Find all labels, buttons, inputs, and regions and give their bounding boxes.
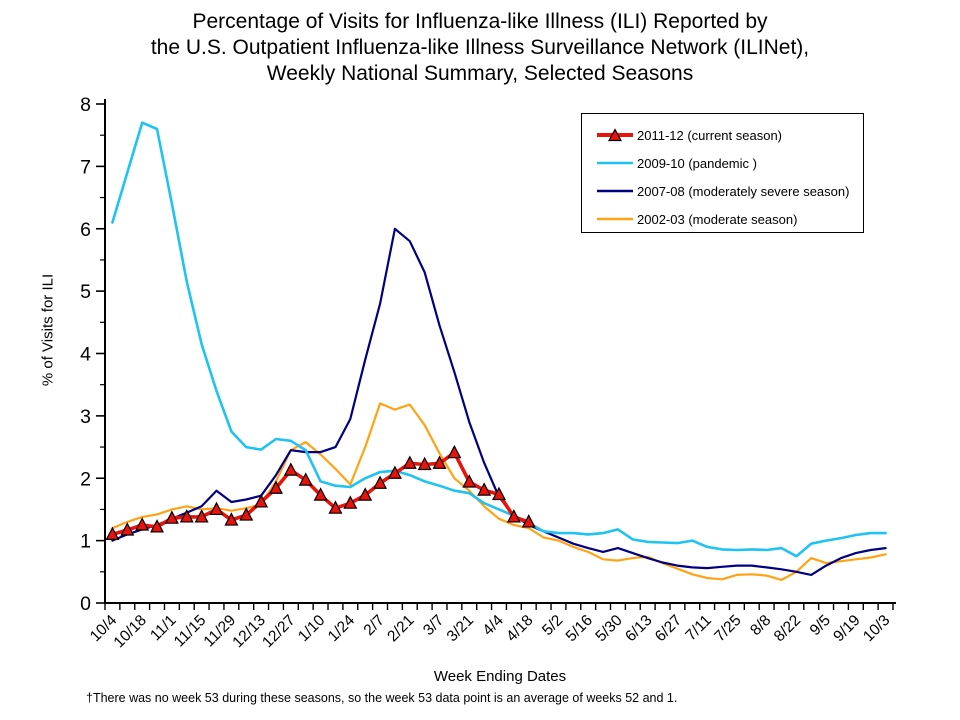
triangle-marker — [179, 509, 194, 523]
legend-item-2011-12: 2011-12 (current season) — [596, 121, 863, 149]
legend-item-2002-03: 2002-03 (moderate season) — [596, 205, 863, 233]
legend-label-2011-12: 2011-12 (current season) — [637, 127, 783, 143]
series-markers-2011-12 — [105, 444, 536, 540]
triangle-marker — [105, 526, 120, 540]
x-tick-label: 1/24 — [325, 612, 359, 646]
legend-label-2002-03: 2002-03 (moderate season) — [637, 211, 798, 227]
x-tick-label: 2/7 — [361, 612, 388, 639]
triangle-marker — [477, 482, 492, 496]
x-tick-label: 6/13 — [622, 612, 655, 645]
triangle-marker — [239, 507, 254, 521]
y-axis-title: % of Visits for ILI — [39, 273, 57, 387]
y-tick-label: 2 — [80, 468, 91, 490]
triangle-marker — [209, 501, 224, 516]
x-tick-label: 5/30 — [592, 612, 626, 646]
triangle-marker — [313, 487, 328, 501]
title-line-1: Percentage of Visits for Influenza-like … — [192, 10, 768, 33]
x-tick-label: 3/21 — [444, 612, 477, 645]
triangle-marker — [387, 465, 402, 479]
legend-marker-2011-12 — [607, 128, 623, 142]
triangle-marker — [343, 495, 358, 509]
triangle-marker — [432, 455, 447, 469]
legend-item-2007-08: 2007-08 (moderately severe season) — [596, 177, 863, 205]
x-tick-label: 11/15 — [171, 612, 210, 651]
y-tick-label: 0 — [80, 593, 91, 615]
x-tick-label: 1/10 — [295, 612, 329, 646]
x-tick-label: 12/27 — [259, 612, 298, 651]
series-line-2002-03 — [111, 402, 887, 582]
legend-swatch-2009-10 — [597, 161, 633, 165]
x-tick-label: 5/2 — [539, 612, 566, 639]
title-line-3: Weekly National Summary, Selected Season… — [266, 62, 694, 85]
x-tick-label: 5/16 — [563, 612, 596, 645]
legend: 2011-12 (current season) 2009-10 (pandem… — [581, 113, 864, 233]
y-tick-label: 3 — [80, 406, 91, 428]
series-line-2009-10 — [111, 121, 887, 558]
legend-swatch-2007-08 — [597, 189, 633, 193]
triangle-marker — [254, 494, 269, 508]
triangle-marker — [164, 510, 179, 524]
x-tick-label: 9/19 — [830, 612, 863, 645]
y-tick-label: 4 — [80, 344, 91, 366]
triangle-marker — [417, 456, 432, 471]
triangle-marker — [402, 455, 417, 469]
x-tick-label: 8/22 — [771, 612, 804, 645]
legend-label-2007-08: 2007-08 (moderately severe season) — [637, 183, 850, 199]
legend-swatch-2011-12 — [597, 128, 633, 142]
title-line-2: the U.S. Outpatient Influenza-like Illne… — [150, 36, 810, 59]
x-tick-label: 7/11 — [682, 612, 715, 645]
chart-title: Percentage of Visits for Influenza-like … — [0, 9, 960, 87]
y-tick-label: 1 — [80, 531, 91, 553]
y-tick-label: 5 — [80, 281, 91, 303]
x-tick-label: 2/21 — [384, 612, 417, 645]
triangle-marker — [373, 475, 388, 489]
triangle-marker — [194, 509, 209, 523]
legend-swatch-2002-03 — [597, 217, 633, 221]
x-tick-label: 8/8 — [747, 612, 774, 639]
y-tick-label: 8 — [80, 94, 91, 116]
x-tick-label: 10/3 — [860, 612, 893, 645]
x-tick-label: 3/7 — [420, 612, 447, 639]
triangle-marker — [492, 486, 506, 501]
triangle-marker — [521, 514, 536, 528]
x-tick-label: 10/18 — [111, 612, 150, 651]
x-tick-label: 6/27 — [652, 612, 685, 645]
footnote: †There was no week 53 during these seaso… — [86, 691, 678, 705]
triangle-marker — [462, 474, 477, 488]
triangle-marker — [268, 480, 283, 494]
legend-label-2009-10: 2009-10 (pandemic ) — [637, 155, 757, 171]
y-tick-label: 6 — [80, 219, 91, 241]
x-ticks — [104, 603, 894, 610]
y-ticks: 0 1 2 3 4 5 6 7 8 — [80, 94, 105, 615]
legend-item-2009-10: 2009-10 (pandemic ) — [596, 149, 863, 177]
triangle-marker — [283, 462, 298, 476]
triangle-marker — [447, 444, 462, 459]
x-axis-title: Week Ending Dates — [433, 668, 567, 685]
x-tick-label: 12/13 — [229, 612, 268, 651]
x-tick-label: 4/4 — [480, 612, 508, 640]
x-tick-label: 9/5 — [807, 612, 834, 639]
y-tick-label: 7 — [80, 156, 91, 178]
triangle-marker — [150, 519, 165, 533]
triangle-marker — [358, 487, 373, 501]
triangle-marker — [224, 512, 239, 526]
x-tick-label: 11/29 — [201, 612, 240, 651]
triangle-marker — [135, 517, 150, 531]
x-tick-label: 7/25 — [711, 612, 744, 645]
triangle-marker — [298, 472, 313, 486]
x-tick-labels: 10/410/1811/111/1511/2912/1312/271/101/2… — [87, 612, 893, 652]
triangle-marker — [120, 522, 135, 536]
x-tick-label: 4/18 — [503, 612, 536, 645]
triangle-marker — [328, 500, 343, 514]
triangle-marker — [506, 509, 521, 523]
